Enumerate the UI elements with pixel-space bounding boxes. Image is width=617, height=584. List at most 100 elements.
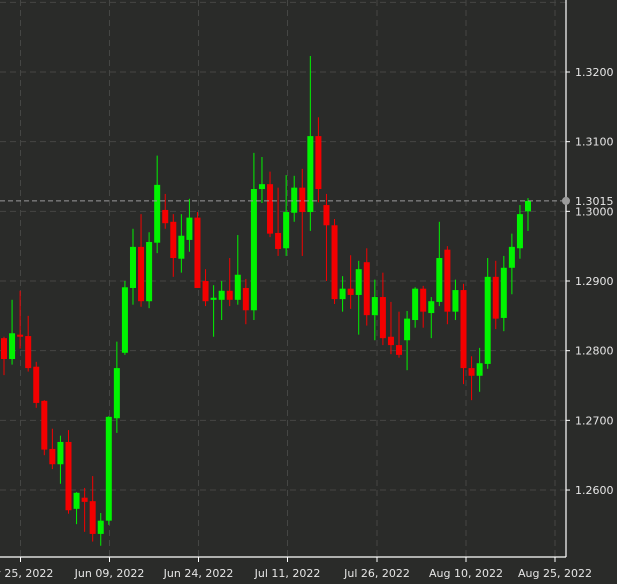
candle [97, 513, 104, 546]
candle [516, 205, 523, 259]
candle-body-up [484, 276, 491, 364]
candle [41, 400, 48, 456]
candle-body-up [186, 217, 193, 240]
candle [275, 187, 282, 256]
candle [89, 476, 96, 542]
x-tick-label: Jun 09, 2022 [74, 567, 145, 580]
candle [420, 285, 427, 328]
y-tick-label: 1.2700 [575, 414, 614, 427]
y-tick-label: 1.2900 [575, 275, 614, 288]
candle-body-up [371, 297, 378, 316]
candle-body-up [73, 492, 80, 509]
candle-body-up [525, 200, 531, 212]
x-tick-label: Jul 11, 2022 [254, 567, 321, 580]
candle [226, 258, 233, 307]
candle [404, 310, 411, 371]
candle-body-up [307, 136, 314, 213]
candle-body-up [121, 287, 128, 353]
candle [210, 285, 217, 337]
current-price-label: 1.3015 [575, 195, 614, 208]
x-tick-label: Jul 26, 2022 [343, 567, 410, 580]
candle-body-up [146, 241, 153, 302]
candle [25, 315, 32, 372]
candle-body-down [202, 281, 209, 302]
candle [291, 175, 298, 222]
candle [379, 272, 386, 346]
candle-body-down [17, 334, 24, 337]
candle-body-up [129, 246, 136, 288]
candle-body-down [170, 221, 177, 259]
candle-body-up [105, 416, 112, 521]
candle-body-up [250, 189, 257, 311]
candle-body-up [508, 246, 515, 268]
candle-body-up [9, 333, 16, 360]
candle [73, 492, 80, 525]
candle [283, 175, 290, 256]
candle [500, 255, 507, 332]
candle-body-up [436, 258, 443, 302]
candle [347, 255, 354, 309]
candle [444, 246, 451, 325]
grid [0, 0, 566, 557]
candle [33, 361, 40, 408]
candle [146, 232, 153, 309]
candle [331, 219, 338, 305]
candle-body-down [33, 366, 40, 403]
candle-body-down [226, 290, 233, 300]
candle-body-down [194, 217, 201, 288]
candle [1, 336, 7, 376]
candle-body-up [500, 267, 507, 318]
candle-body-up [113, 368, 120, 419]
candle [452, 279, 459, 321]
candle-body-up [476, 363, 483, 376]
candle [323, 193, 330, 282]
candle-body-down [347, 288, 354, 295]
candle [363, 248, 370, 326]
candle [154, 155, 161, 254]
candle [355, 260, 362, 335]
candle [250, 152, 257, 321]
candle-body-down [1, 338, 7, 360]
candle-body-down [138, 246, 145, 302]
candle-body-down [396, 345, 403, 355]
candle-body-down [492, 276, 499, 319]
candle-body-up [291, 187, 298, 213]
candle-body-down [363, 262, 370, 316]
candle [484, 258, 491, 369]
x-tick-label: ay 25, 2022 [0, 567, 53, 580]
candle [113, 341, 120, 433]
candle-body-up [218, 290, 225, 300]
candle [428, 297, 435, 339]
x-tick-label: Aug 10, 2022 [429, 567, 503, 580]
candle-body-up [210, 297, 217, 300]
candle-body-down [444, 249, 451, 312]
candle [371, 279, 378, 341]
candle-body-down [420, 288, 427, 312]
candle [476, 347, 483, 392]
candle [138, 214, 145, 307]
candle-body-down [267, 184, 274, 234]
current-price-marker [562, 196, 570, 205]
candle [525, 198, 531, 231]
candle [242, 278, 249, 325]
candle [186, 198, 193, 252]
candle-body-down [25, 336, 32, 369]
candle-body-up [283, 212, 290, 249]
candle [9, 299, 16, 365]
candle-body-up [154, 184, 161, 243]
candle-body-up [412, 288, 419, 321]
candle [412, 287, 419, 328]
candle [121, 281, 128, 355]
candle-body-down [49, 448, 56, 465]
candle [258, 156, 265, 203]
candle [105, 416, 112, 525]
y-tick-label: 1.3100 [575, 136, 614, 149]
candle-body-up [234, 274, 241, 300]
y-tick-label: 1.2600 [575, 484, 614, 497]
candle-body-up [516, 214, 523, 249]
candle-body-down [65, 441, 72, 511]
candle-body-up [97, 520, 104, 534]
candle-body-down [387, 336, 394, 346]
candle-body-up [258, 184, 265, 190]
candle-body-down [81, 497, 88, 502]
